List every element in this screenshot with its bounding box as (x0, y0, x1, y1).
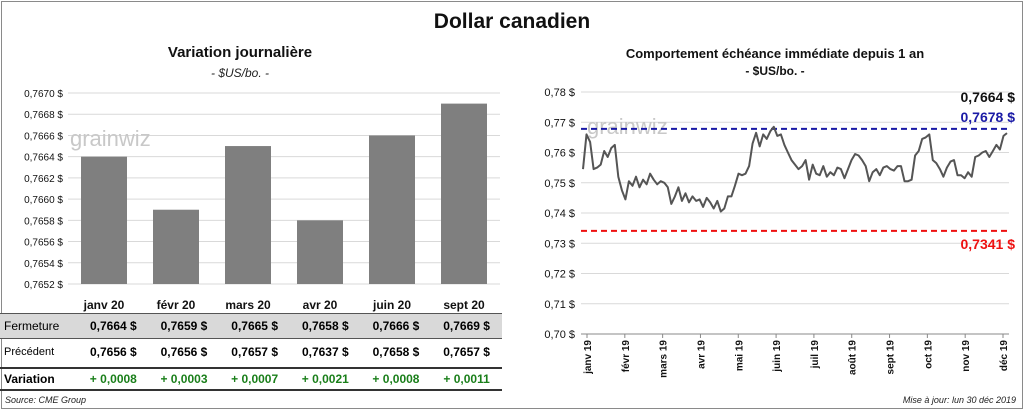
watermark: grainwiz (70, 126, 151, 151)
close-cell: 0,7665 $ (231, 319, 278, 333)
last-price-label: 0,7664 $ (961, 89, 1016, 105)
x-tick-label: janv 20 (83, 298, 125, 312)
x-tick-label: mars 19 (659, 340, 670, 378)
x-tick-label: oct 19 (923, 340, 934, 369)
y-tick-label: 0,7652 $ (24, 280, 63, 291)
x-tick-label: avr 20 (303, 298, 338, 312)
bar (153, 209, 199, 284)
close-cell: 0,7664 $ (89, 319, 137, 333)
y-tick-label: 0,77 $ (544, 117, 575, 129)
previous-cell: 0,7637 $ (301, 345, 349, 359)
y-tick-label: 0,7660 $ (24, 195, 63, 206)
variation-cell: + 0,0003 (160, 372, 208, 386)
y-tick-label: 0,7656 $ (24, 238, 63, 249)
x-tick-label: sept 20 (443, 298, 485, 312)
close-cell: 0,7669 $ (443, 319, 490, 333)
x-tick-label: sept 19 (886, 340, 897, 375)
right-chart-subtitle: - $US/bo. - (745, 64, 805, 78)
row-label-variation: Variation (4, 372, 55, 386)
y-tick-label: 0,76 $ (544, 148, 575, 160)
previous-cell: 0,7656 $ (89, 345, 137, 359)
y-tick-label: 0,7668 $ (24, 110, 63, 121)
y-tick-label: 0,7666 $ (24, 131, 63, 142)
y-tick-label: 0,71 $ (544, 299, 575, 311)
table-row-close: Fermeture 0,7664 $ 0,7659 $ 0,7665 $ 0,7… (0, 313, 502, 339)
x-tick-label: mars 20 (225, 298, 271, 312)
left-chart-title: Variation journalière (167, 44, 313, 61)
y-tick-label: 0,7654 $ (24, 259, 63, 270)
y-tick-label: 0,74 $ (544, 208, 575, 220)
x-tick-label: nov 19 (961, 340, 972, 372)
previous-cell: 0,7656 $ (160, 345, 208, 359)
table-row-variation: Variation + 0,0008 + 0,0003 + 0,0007 + 0… (0, 367, 502, 391)
y-tick-label: 0,72 $ (544, 269, 575, 281)
variation-cell: + 0,0021 (301, 372, 349, 386)
bar-chart: 0,7652 $ 0,7654 $ 0,7656 $ 0,7658 $ 0,7660 $… (24, 89, 500, 312)
low-label: 0,7341 $ (961, 236, 1016, 252)
bar (441, 103, 487, 284)
close-cell: 0,7659 $ (160, 319, 208, 333)
previous-cell: 0,7657 $ (443, 345, 490, 359)
variation-cell: + 0,0008 (372, 372, 420, 386)
watermark: grainwiz (587, 114, 668, 139)
x-tick-label: févr 20 (157, 298, 196, 312)
high-label: 0,7678 $ (961, 109, 1016, 125)
x-tick-label: févr 19 (621, 340, 632, 373)
close-cell: 0,7658 $ (301, 319, 349, 333)
row-label-previous: Précédent (4, 346, 55, 358)
bar (225, 146, 271, 284)
line-chart: 0,70 $ 0,71 $ 0,72 $ 0,73 $ 0,74 $ 0,75 $ 0,76… (544, 87, 1016, 378)
variation-cell: + 0,0011 (443, 372, 490, 386)
y-tick-label: 0,78 $ (544, 87, 575, 99)
main-title: Dollar canadien (433, 10, 591, 33)
y-tick-label: 0,70 $ (544, 329, 575, 341)
x-tick-label: janv 19 (583, 340, 594, 375)
x-tick-label: août 19 (848, 340, 859, 375)
y-tick-label: 0,73 $ (544, 238, 575, 250)
x-tick-label: juin 20 (372, 298, 411, 312)
bar (369, 135, 415, 284)
variation-cell: + 0,0008 (89, 372, 137, 386)
y-tick-label: 0,7670 $ (24, 89, 63, 100)
variation-cell: + 0,0007 (231, 372, 279, 386)
y-tick-label: 0,7664 $ (24, 153, 63, 164)
bar (297, 220, 343, 284)
row-label-close: Fermeture (4, 319, 60, 333)
x-tick-label: avr 19 (696, 340, 707, 369)
y-tick-label: 0,7662 $ (24, 174, 63, 185)
x-tick-label: juin 19 (772, 340, 783, 373)
source-note: Source: CME Group (5, 395, 87, 405)
bar (81, 156, 127, 284)
right-chart-title: Comportement échéance immédiate depuis 1… (625, 46, 925, 61)
table-row-previous: Précédent 0,7656 $ 0,7656 $ 0,7657 $ 0,7… (0, 339, 502, 365)
y-tick-label: 0,75 $ (544, 178, 575, 190)
left-chart-subtitle: - $US/bo. - (210, 66, 270, 80)
previous-cell: 0,7658 $ (372, 345, 420, 359)
update-note: Mise à jour: lun 30 déc 2019 (902, 395, 1016, 405)
close-cell: 0,7666 $ (372, 319, 420, 333)
x-tick-label: mai 19 (734, 340, 745, 372)
price-series-line (582, 125, 1008, 213)
y-tick-label: 0,7658 $ (24, 216, 63, 227)
x-tick-label: juil 19 (810, 340, 821, 370)
previous-cell: 0,7657 $ (231, 345, 278, 359)
x-tick-label: déc 19 (999, 340, 1010, 372)
